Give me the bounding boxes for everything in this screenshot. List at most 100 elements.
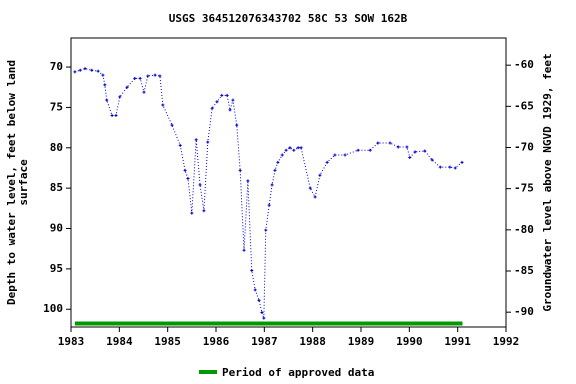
data-point — [318, 173, 322, 177]
chart-title: USGS 364512076343702 58C 53 SOW 162B — [169, 12, 408, 25]
data-point — [178, 143, 182, 147]
data-point — [296, 146, 300, 150]
data-point — [110, 113, 114, 117]
data-point — [183, 168, 187, 172]
data-point — [198, 183, 202, 187]
x-tick-label: 1984 — [106, 335, 133, 348]
data-point — [448, 165, 452, 169]
data-point — [125, 85, 129, 89]
y2-tick-label: -85 — [514, 264, 534, 277]
data-point — [225, 93, 229, 97]
y2-tick-label: -75 — [514, 182, 534, 195]
y-tick-label: 85 — [50, 181, 63, 194]
data-point — [228, 108, 232, 112]
data-point — [114, 113, 118, 117]
y-tick-label: 80 — [50, 141, 63, 154]
x-tick-label: 1986 — [203, 335, 230, 348]
data-point — [288, 146, 292, 150]
data-point — [453, 166, 457, 170]
data-point — [253, 288, 257, 292]
y-tick-label: 90 — [50, 222, 63, 235]
data-point — [299, 146, 303, 150]
data-point — [257, 298, 261, 302]
data-point — [356, 148, 360, 152]
data-point — [260, 310, 264, 314]
data-point — [280, 153, 284, 157]
plot-frame — [70, 37, 507, 328]
data-point — [267, 203, 271, 207]
x-tick-label: 1990 — [396, 335, 423, 348]
y2-tick-label: -80 — [514, 223, 534, 236]
data-point — [161, 103, 165, 107]
data-point — [146, 74, 150, 78]
data-point — [292, 148, 296, 152]
x-tick-label: 1988 — [299, 335, 326, 348]
data-line — [74, 68, 463, 319]
data-point — [413, 150, 417, 154]
data-point — [423, 149, 427, 153]
data-point — [388, 141, 392, 145]
y2-tick-label: -90 — [514, 305, 534, 318]
x-tick-label: 1983 — [58, 335, 85, 348]
data-point — [158, 74, 162, 78]
data-point — [101, 73, 105, 77]
data-point — [438, 165, 442, 169]
data-point — [333, 153, 337, 157]
data-point — [405, 145, 409, 149]
data-point — [186, 176, 190, 180]
data-point — [105, 98, 109, 102]
x-tick-label: 1989 — [348, 335, 375, 348]
data-point — [133, 76, 137, 80]
data-point — [408, 155, 412, 159]
y-tick-label: 100 — [43, 302, 63, 315]
data-point — [325, 160, 329, 164]
y2-tick-label: -70 — [514, 141, 534, 154]
data-point — [90, 68, 94, 72]
data-point — [220, 93, 224, 97]
data-point — [368, 148, 372, 152]
data-point — [264, 228, 268, 232]
data-point — [246, 179, 250, 183]
data-point — [138, 76, 142, 80]
y-axis-label: surface — [17, 159, 30, 206]
data-point — [142, 90, 146, 94]
data-point — [210, 106, 214, 110]
data-point — [103, 83, 107, 87]
data-point — [190, 211, 194, 215]
data-point — [118, 95, 122, 99]
data-point — [73, 70, 77, 74]
data-point — [242, 248, 246, 252]
y2-tick-label: -65 — [514, 99, 534, 112]
data-point — [273, 168, 277, 172]
data-point — [276, 160, 280, 164]
data-point — [78, 68, 82, 72]
data-point — [231, 98, 235, 102]
data-point — [313, 195, 317, 199]
data-point — [215, 100, 219, 104]
data-point — [262, 316, 266, 320]
data-point — [153, 73, 157, 77]
x-tick-label: 1987 — [251, 335, 278, 348]
data-point — [194, 138, 198, 142]
y-axis-label: Depth to water level, feet below land — [5, 60, 18, 305]
data-point — [83, 67, 87, 71]
data-point — [430, 158, 434, 162]
y2-axis-label: Groundwater level above NGVD 1929, feet — [541, 53, 554, 311]
y2-tick-label: -60 — [514, 58, 534, 71]
x-tick-label: 1991 — [444, 335, 471, 348]
data-point — [284, 148, 288, 152]
data-point — [250, 268, 254, 272]
data-point — [396, 145, 400, 149]
data-point — [202, 209, 206, 213]
x-tick-label: 1985 — [154, 335, 181, 348]
data-point — [270, 183, 274, 187]
y-tick-label: 95 — [50, 262, 63, 275]
data-point — [343, 153, 347, 157]
data-point — [96, 69, 100, 73]
data-point — [308, 186, 312, 190]
data-point — [238, 168, 242, 172]
y-tick-label: 70 — [50, 60, 63, 73]
data-point — [460, 160, 464, 164]
data-point — [376, 141, 380, 145]
